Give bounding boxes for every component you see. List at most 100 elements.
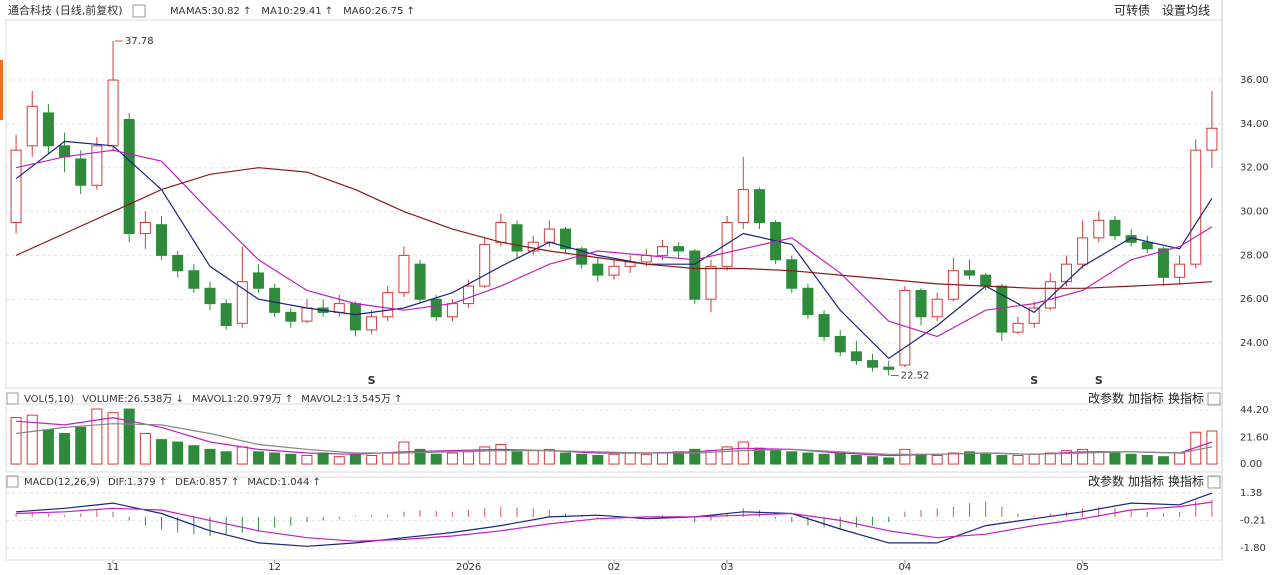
candle-body [1109,219,1121,237]
volume-bar [656,452,668,465]
volume-bar [721,446,733,465]
volume-bar [252,451,264,465]
volume-bar [10,417,22,465]
volume-bar [1174,452,1186,465]
y-tick-label: -1.80 [1240,543,1266,554]
x-tick-label: 12 [268,562,281,573]
volume-bar [91,408,103,465]
volume-bar [123,408,135,465]
candle-body [204,287,216,305]
macd-line [16,501,1212,542]
button[interactable]: 加指标 [1128,474,1164,489]
button[interactable]: 设置均线 [1162,4,1210,18]
candle-body [1077,237,1089,265]
candle-body [543,228,555,243]
ma-line [15,149,1213,338]
candle-body [333,303,345,313]
candle-body [107,79,119,147]
volume-bar [349,453,361,465]
volume-bar [737,441,749,465]
volume-bar [446,452,458,465]
candle-body [220,303,232,327]
button[interactable]: 改参数 [1088,474,1124,489]
volume-bar [673,451,685,465]
candle-body [366,316,378,331]
x-tick-label: 11 [107,562,120,573]
y-tick-label: 24.00 [1240,338,1269,349]
volume-bar [543,448,555,465]
x-tick-label: 04 [899,562,912,573]
volume-bar [285,453,297,465]
volume-bar [430,453,442,465]
y-tick-label: 0.00 [1240,459,1262,470]
button[interactable]: 加指标 [1128,391,1164,406]
macd-line [16,492,1213,547]
annotation-label: 22.52 [901,371,930,382]
candle-body [705,265,717,300]
volume-bar [1109,452,1121,465]
candle-body [398,254,410,294]
volume-bar [1044,452,1056,465]
x-tick-label: 03 [721,562,734,573]
volume-bar [608,453,620,465]
candle-body [463,285,475,305]
candle-body [75,158,87,186]
volume-bar [26,414,38,465]
close-icon[interactable] [1207,475,1221,489]
button[interactable]: 可转债 [1114,3,1150,18]
help-icon[interactable] [6,475,19,488]
volume-bar [1125,453,1137,465]
x-tick-label: 05 [1076,562,1089,573]
candle-body [156,224,168,256]
help-icon[interactable] [132,4,146,18]
volume-bar [560,452,572,465]
candle-body [414,263,426,300]
candle-body [1157,248,1169,278]
signal-marker: S [1095,374,1103,387]
candle-body [446,303,458,318]
candle-body [1012,322,1024,333]
y-tick-label: 32.00 [1240,163,1269,174]
panel-legend: VOL(5,10) [24,394,74,405]
volume-bar [834,452,846,465]
button[interactable]: 改参数 [1088,391,1124,406]
volume-bar [495,443,507,465]
ma-legend: MA10:29.41 ↑ [261,6,333,17]
ma-legend: MA5:30.82 ↑ [186,6,251,17]
button[interactable]: 换指标 [1168,391,1204,406]
candle-body [850,351,862,362]
volume-bar [204,448,216,465]
candle-body [42,112,54,147]
close-icon[interactable] [1207,392,1221,406]
candle-body [737,189,749,224]
y-tick-label: 21.60 [1240,433,1269,444]
candle-body [236,281,248,324]
y-tick-label: 1.38 [1240,488,1262,499]
candle-body [867,360,879,368]
ma-legend: MA60:26.75 ↑ [343,6,415,17]
candle-body [931,298,943,318]
panel-legend: VOLUME:26.538万 ↓ [82,394,184,405]
annotation-label: 37.78 [125,36,154,47]
panel-legend: MAVOL1:20.979万 ↑ [192,394,293,405]
help-icon[interactable] [6,392,19,405]
volume-bar [1060,450,1072,465]
volume-bar [1093,451,1105,465]
candle-body [964,270,976,276]
volume-bar [236,446,248,465]
candle-body [349,303,361,331]
chart-title: 通合科技 (日线,前复权) [8,3,123,17]
candle-body [91,145,103,186]
candle-body [123,119,135,234]
side-marker [0,60,3,120]
volume-bar [301,454,313,465]
volume-bar [107,412,119,465]
button[interactable]: 换指标 [1168,474,1204,489]
candle-body [430,298,442,318]
volume-bar [511,451,523,465]
candle-body [285,311,297,322]
panel-legend: DIF:1.379 ↑ [108,477,167,488]
candle-body [1093,219,1105,239]
x-tick-label: 02 [608,562,621,573]
volume-bar [1190,431,1202,465]
